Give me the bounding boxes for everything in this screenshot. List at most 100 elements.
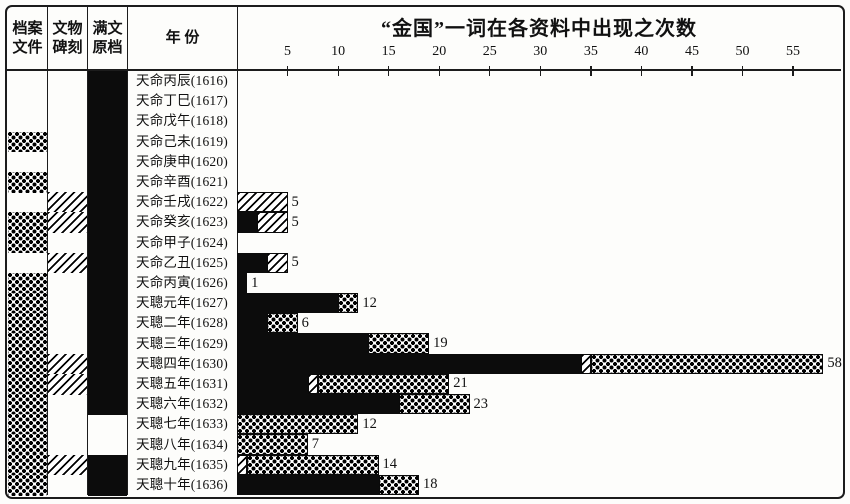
manchu-fill-cell	[87, 373, 127, 395]
axis-tick-label: 20	[432, 44, 447, 59]
manchu-fill-cell	[87, 111, 127, 133]
col-header-manchu: 满文 原档	[92, 20, 123, 56]
bar-segment-archive	[368, 333, 430, 354]
bar-value-label: 5	[291, 193, 299, 210]
axis-tick-label: 55	[786, 44, 801, 59]
axis-tick-label: 30	[533, 44, 548, 59]
col-header-year: 年 份	[165, 30, 200, 46]
bar-segment-stele	[307, 373, 318, 395]
bar-value-label: 1	[251, 274, 259, 291]
bar-segment-manchu	[237, 272, 248, 294]
bar-segment-archive	[247, 454, 379, 475]
axis-tick-label: 15	[381, 44, 396, 59]
year-label: 天命甲子(1624)	[136, 234, 228, 250]
archive-pattern-cell	[8, 394, 47, 415]
bar-segment-manchu	[237, 293, 339, 314]
bar-segment-stele	[257, 212, 288, 233]
bar-segment-manchu	[237, 333, 369, 354]
manchu-fill-cell	[87, 272, 127, 294]
archive-pattern-cell	[8, 454, 47, 476]
axis-tick	[741, 66, 744, 76]
archive-pattern-cell	[8, 313, 47, 335]
bar-segment-stele	[580, 353, 591, 374]
axis-tick-label: 40	[634, 44, 649, 59]
manchu-fill-cell	[87, 212, 127, 234]
bar-segment-stele	[267, 252, 288, 273]
archive-pattern-cell	[8, 272, 47, 294]
manchu-fill-cell	[87, 131, 127, 153]
bar-value-label: 12	[362, 294, 377, 311]
axis-tick-label: 10	[331, 44, 346, 59]
manchu-fill-cell	[87, 91, 127, 112]
manchu-fill-cell	[87, 454, 127, 476]
year-label: 天聰五年(1631)	[136, 375, 228, 391]
column-divider	[237, 7, 239, 495]
year-label: 天聰三年(1629)	[136, 335, 228, 351]
year-label: 天命丙寅(1626)	[136, 275, 228, 290]
year-label: 天命戊午(1618)	[136, 113, 228, 129]
column-divider	[47, 7, 49, 495]
bar-segment-archive	[237, 434, 308, 455]
manchu-fill-cell	[87, 192, 127, 213]
bar-segment-manchu	[237, 212, 258, 233]
axis-tick-label: 35	[583, 44, 598, 59]
bar-segment-archive	[338, 293, 359, 314]
axis-tick	[489, 66, 491, 76]
col-header-archive: 档案 文件	[12, 20, 43, 56]
axis-tick	[691, 66, 693, 76]
bar-value-label: 58	[827, 355, 842, 372]
manchu-fill-cell	[87, 151, 127, 173]
archive-pattern-cell	[8, 212, 47, 234]
year-label: 天聰四年(1630)	[136, 355, 228, 371]
year-label: 天命己未(1619)	[136, 133, 228, 149]
manchu-fill-cell	[87, 474, 127, 496]
manchu-fill-cell	[87, 293, 127, 314]
stele-pattern-cell	[47, 353, 87, 375]
bar-segment-archive	[398, 394, 470, 415]
year-label: 天命乙丑(1625)	[136, 254, 228, 270]
year-label: 天命辛酉(1621)	[136, 174, 228, 190]
year-label: 天聰二年(1628)	[136, 315, 228, 331]
bar-segment-manchu	[237, 252, 268, 273]
chart-title: “金国”一词在各资料中出现之次数	[381, 17, 697, 40]
manchu-fill-cell	[87, 333, 127, 355]
bar-segment-manchu	[237, 474, 379, 495]
archive-pattern-cell	[8, 171, 47, 193]
axis-tick-label: 25	[482, 44, 497, 59]
bar-segment-archive	[267, 313, 298, 334]
bar-value-label: 5	[291, 254, 299, 271]
year-label: 天命壬戌(1622)	[136, 194, 228, 210]
axis-tick	[286, 66, 289, 76]
bar-segment-archive	[317, 373, 450, 395]
bar-value-label: 18	[422, 476, 438, 493]
stele-pattern-cell	[47, 373, 87, 395]
bar-value-label: 6	[301, 314, 309, 331]
bar-value-label: 19	[433, 335, 448, 352]
year-label: 天命丁巳(1617)	[136, 93, 228, 109]
year-label: 天聰八年(1634)	[136, 436, 228, 452]
year-label: 天聰元年(1627)	[136, 295, 228, 311]
manchu-fill-cell	[87, 252, 127, 274]
year-label: 天聰七年(1633)	[136, 416, 228, 432]
archive-pattern-cell	[8, 353, 47, 375]
year-label: 天命丙辰(1616)	[136, 73, 228, 89]
column-divider	[127, 7, 129, 495]
year-label: 天命庚申(1620)	[136, 153, 228, 169]
axis-tick	[337, 66, 339, 76]
bar-segment-archive	[378, 474, 419, 495]
stele-pattern-cell	[47, 192, 87, 213]
bar-segment-manchu	[237, 394, 399, 415]
column-divider	[87, 7, 89, 495]
year-label: 天命癸亥(1623)	[136, 214, 228, 230]
archive-pattern-cell	[8, 232, 47, 254]
bar-value-label: 21	[453, 375, 468, 392]
axis-tick	[539, 66, 541, 76]
bar-segment-archive	[590, 353, 824, 374]
stele-pattern-cell	[47, 252, 87, 274]
archive-pattern-cell	[8, 414, 47, 436]
axis-tick-label: 5	[284, 44, 292, 59]
stele-pattern-cell	[47, 454, 87, 476]
axis-tick-label: 45	[684, 44, 699, 59]
archive-pattern-cell	[8, 131, 47, 153]
archive-pattern-cell	[8, 474, 47, 496]
